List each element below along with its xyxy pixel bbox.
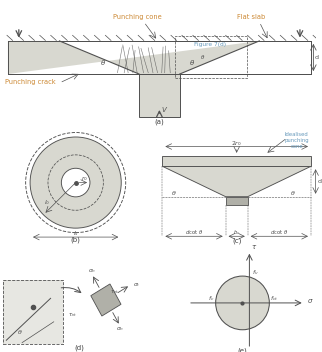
Text: d: d: [314, 55, 318, 60]
Text: $\sigma_t$: $\sigma_t$: [133, 281, 140, 289]
Polygon shape: [163, 156, 311, 166]
Circle shape: [216, 276, 269, 330]
Text: Idealised
punching
cone: Idealised punching cone: [284, 132, 309, 149]
Text: Flat slab: Flat slab: [237, 14, 266, 20]
Text: Punching crack: Punching crack: [5, 79, 55, 85]
Text: $2r_0$: $2r_0$: [231, 139, 242, 147]
Polygon shape: [139, 74, 180, 117]
Text: $f_{ct}$: $f_{ct}$: [270, 295, 279, 303]
Text: $\tau_{nt}$: $\tau_{nt}$: [68, 311, 78, 319]
Text: (c): (c): [232, 237, 242, 244]
Text: $\tau$: $\tau$: [251, 243, 258, 251]
Text: $d$cot $\theta$: $d$cot $\theta$: [270, 228, 289, 237]
Polygon shape: [91, 284, 121, 316]
Text: $\theta$: $\theta$: [100, 58, 106, 67]
Text: (a): (a): [155, 119, 164, 125]
Text: $\tau_{nt}$: $\tau_{nt}$: [110, 288, 119, 296]
Text: Punching cone: Punching cone: [113, 14, 162, 20]
Text: $r_0$: $r_0$: [81, 174, 89, 183]
Text: $\theta$: $\theta$: [189, 58, 195, 67]
Text: $\sigma_n$: $\sigma_n$: [116, 325, 124, 333]
Text: $d$cot $\theta$: $d$cot $\theta$: [185, 228, 203, 237]
Text: (e): (e): [238, 347, 247, 352]
Polygon shape: [8, 41, 259, 74]
Circle shape: [62, 168, 90, 197]
Polygon shape: [226, 197, 248, 205]
Text: $\theta$: $\theta$: [200, 53, 205, 61]
Text: (d): (d): [74, 344, 84, 351]
Text: Figure 7(d): Figure 7(d): [194, 42, 226, 47]
Text: $f_v$: $f_v$: [252, 268, 259, 277]
Text: d: d: [317, 179, 321, 184]
Text: $l_0$: $l_0$: [43, 198, 50, 207]
Text: $b_c$: $b_c$: [233, 228, 240, 237]
Circle shape: [30, 137, 121, 228]
Text: $f_c$: $f_c$: [208, 295, 214, 303]
Text: $\theta$: $\theta$: [290, 189, 296, 197]
Polygon shape: [163, 166, 311, 197]
Text: $l_s$: $l_s$: [73, 229, 79, 238]
Polygon shape: [8, 41, 311, 74]
Text: $\theta$: $\theta$: [17, 328, 23, 335]
Text: $\sigma$: $\sigma$: [307, 297, 314, 306]
Text: V: V: [162, 107, 167, 113]
Polygon shape: [3, 280, 63, 344]
Text: $\sigma_n$: $\sigma_n$: [88, 267, 96, 275]
Text: (b): (b): [71, 237, 80, 244]
Text: $\theta$: $\theta$: [171, 189, 177, 197]
